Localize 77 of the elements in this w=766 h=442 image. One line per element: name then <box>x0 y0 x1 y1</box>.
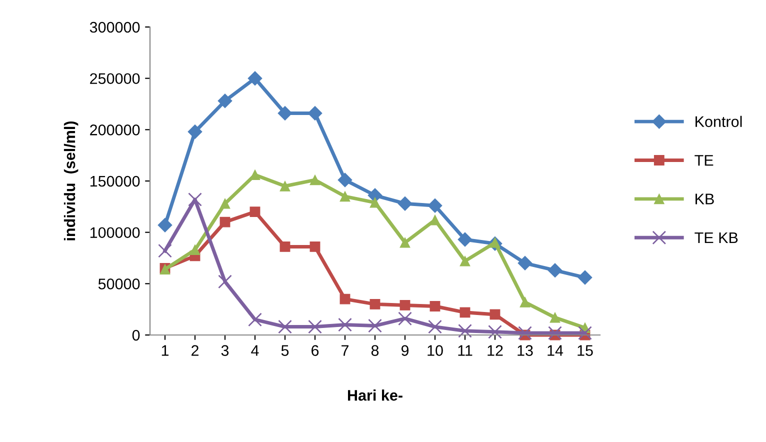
point <box>458 232 472 247</box>
x-tick-label: 1 <box>162 345 169 356</box>
point <box>278 106 292 120</box>
point <box>340 294 350 304</box>
point <box>430 301 440 312</box>
point <box>338 172 352 188</box>
x-tick-label: 2 <box>192 345 198 356</box>
point <box>398 196 412 211</box>
point <box>308 320 322 334</box>
point <box>338 318 352 332</box>
point <box>218 94 232 108</box>
x-tick-label: 9 <box>401 345 409 356</box>
legend-label: Kontrol <box>696 116 742 128</box>
point <box>520 296 530 308</box>
x-tick-label: 8 <box>371 345 379 356</box>
point <box>250 206 260 218</box>
point <box>458 324 472 338</box>
point <box>400 237 410 248</box>
x-tick-label: 10 <box>428 345 443 356</box>
point <box>280 180 290 192</box>
point <box>488 324 502 339</box>
x-tick-label: 3 <box>221 345 229 356</box>
point <box>190 244 200 255</box>
point <box>398 312 412 326</box>
point <box>550 312 560 323</box>
point <box>578 270 592 285</box>
y-tick-label: 150000 <box>90 176 140 187</box>
x-tick-label: 7 <box>342 345 348 356</box>
x-tick-label: 6 <box>312 345 319 356</box>
point <box>158 244 172 258</box>
legend-label: TE <box>694 155 714 166</box>
y-tick-label: 250000 <box>90 73 140 84</box>
x-axis-title: Hari ke- <box>348 390 402 401</box>
point <box>248 312 262 327</box>
legend-label: KB <box>696 194 714 204</box>
y-tick-label: 0 <box>132 330 140 341</box>
point <box>548 326 562 340</box>
point <box>188 124 202 139</box>
x-tick-label: 4 <box>251 345 259 356</box>
legend-label: TE KB <box>694 232 738 243</box>
point <box>308 106 322 120</box>
point <box>518 256 532 270</box>
x-tick-label: 12 <box>488 345 503 356</box>
x-tick-label: 5 <box>281 345 289 356</box>
point <box>578 326 592 340</box>
point <box>370 298 380 310</box>
point <box>220 216 230 228</box>
point <box>310 174 320 186</box>
point <box>490 309 500 320</box>
point <box>280 241 290 252</box>
point <box>158 218 172 232</box>
point <box>400 300 410 310</box>
point <box>460 256 470 266</box>
point <box>518 326 532 340</box>
y-axis-title: individu (sel/ml) <box>64 121 78 240</box>
x-tick-label: 13 <box>518 345 533 356</box>
point <box>310 241 320 252</box>
point <box>428 320 442 334</box>
point <box>428 198 442 213</box>
point <box>340 191 350 202</box>
point <box>248 71 262 86</box>
y-tick-label: 200000 <box>90 124 140 136</box>
point <box>368 318 382 333</box>
point <box>548 263 562 278</box>
x-tick-label: 14 <box>548 345 564 356</box>
y-tick-label: 100000 <box>90 227 140 238</box>
point <box>220 198 230 209</box>
point <box>188 192 202 206</box>
point <box>218 274 232 289</box>
y-tick-label: 50000 <box>98 278 140 290</box>
x-tick-label: 11 <box>458 345 472 356</box>
point <box>370 197 380 208</box>
x-tick-label: 15 <box>578 345 593 356</box>
point <box>278 320 292 334</box>
point <box>460 307 470 318</box>
point <box>430 214 440 226</box>
y-tick-label: 300000 <box>90 22 140 33</box>
